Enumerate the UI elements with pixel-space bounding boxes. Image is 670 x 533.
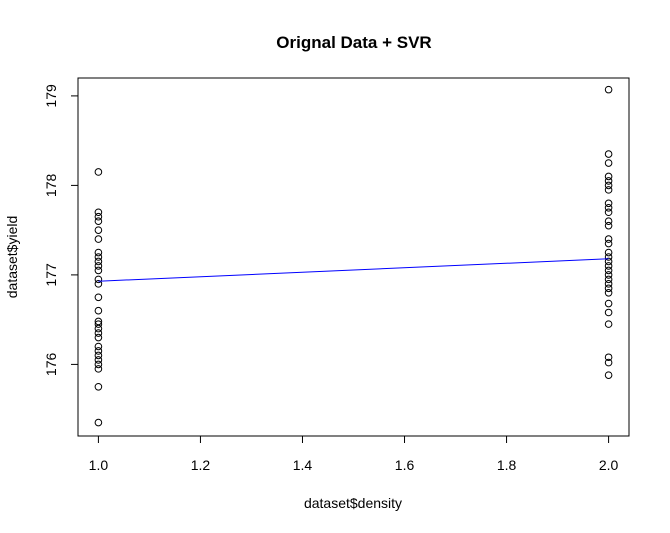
data-point [94,351,103,360]
data-point [604,150,613,158]
data-point [604,257,613,266]
data-point [604,262,613,270]
data-point [604,280,613,288]
data-point [604,181,613,190]
data-point [94,382,103,391]
data-point [94,320,103,328]
data-point [604,299,613,308]
data-point [604,172,613,181]
data-point [94,257,103,266]
data-point [94,317,103,326]
data-point [94,217,103,225]
x-tick-label: 1.8 [497,457,517,473]
data-point [604,320,613,328]
data-point [94,329,103,337]
data-point [604,203,613,212]
data-point [94,253,103,261]
data-point [604,217,613,225]
data-point [604,248,613,257]
y-tick-label: 177 [43,263,59,287]
data-point [94,293,103,302]
data-point [94,248,103,257]
data-point [94,275,103,284]
data-point [94,347,103,355]
data-point [604,235,613,243]
data-point [604,358,613,367]
plot-area [94,85,613,427]
y-axis: 176 177 178 179 [43,84,79,377]
data-point [604,275,613,284]
data-point [94,212,103,221]
data-point [94,168,103,176]
data-point [94,333,103,342]
data-point [604,271,613,279]
data-point [94,208,103,217]
data-point [94,235,103,243]
y-tick-label: 176 [43,353,59,377]
y-axis-label: dataset$yield [4,216,20,299]
data-point [94,306,103,315]
data-point [94,226,103,234]
x-tick-label: 1.2 [191,457,211,473]
x-tick-label: 1.4 [293,457,313,473]
data-point [94,280,103,288]
data-point [94,360,103,369]
y-tick-label: 178 [43,174,59,198]
data-point [604,221,613,230]
data-point [604,266,613,275]
data-point [604,85,613,94]
x-axis-label: dataset$density [304,495,402,511]
data-point [94,342,103,351]
y-tick-label: 179 [43,84,59,108]
data-point [94,324,103,333]
x-tick-label: 1.0 [89,457,109,473]
chart-title: Orignal Data + SVR [276,33,431,52]
data-point [94,266,103,275]
x-tick-label: 2.0 [599,457,619,473]
x-tick-label: 1.6 [395,457,415,473]
data-point [604,208,613,217]
data-point [604,353,613,362]
data-point [604,177,613,185]
data-point [604,199,613,208]
plot-frame [77,77,630,437]
data-point [94,356,103,364]
data-point [604,186,613,194]
data-point [604,289,613,297]
data-point [604,239,613,248]
data-point [94,262,103,270]
data-point [604,284,613,293]
data-point [604,308,613,317]
data-point [94,365,103,373]
data-point [604,253,613,261]
data-point [604,159,613,167]
svr-line [98,258,609,282]
data-point [604,371,613,379]
data-point [94,418,103,427]
x-axis: 1.0 1.2 1.4 1.6 1.8 2.0 [89,435,619,473]
